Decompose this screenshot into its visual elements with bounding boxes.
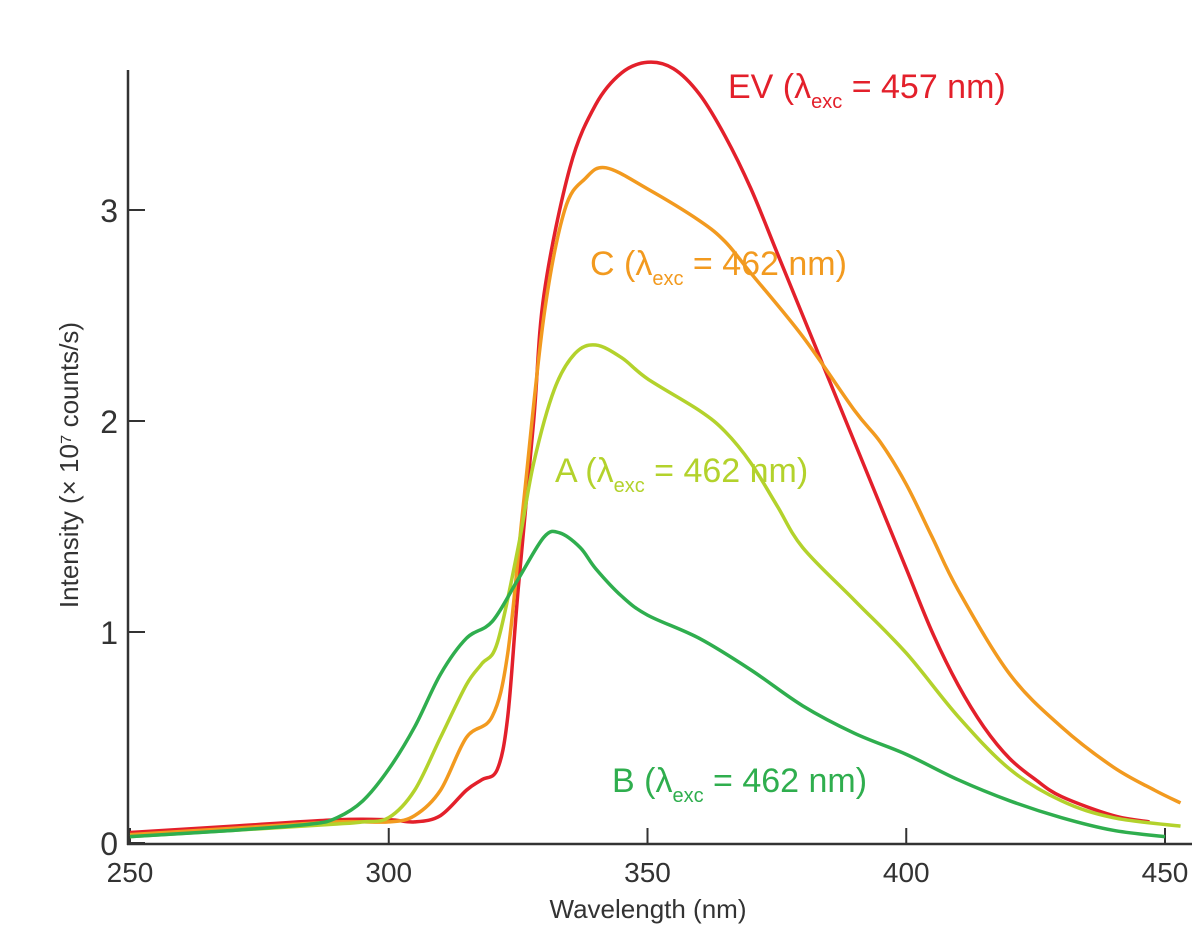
series-line-b [129, 529, 1166, 839]
x-tick-label: 250 [107, 857, 154, 888]
series-label-a: A (λexc = 462 nm) [555, 452, 808, 497]
y-tick-label: 3 [100, 193, 118, 229]
series-line-a [129, 343, 1181, 839]
series-label-ev: EV (λexc = 457 nm) [728, 68, 1006, 113]
series-label-c: C (λexc = 462 nm) [590, 245, 847, 290]
x-axis-label: Wavelength (nm) [550, 894, 747, 924]
y-tick-label: 1 [100, 615, 118, 651]
series-label-b: B (λexc = 462 nm) [612, 762, 867, 807]
y-axis-label: Intensity (× 10⁷ counts/s) [54, 322, 84, 608]
x-tick-label: 300 [365, 857, 412, 888]
y-tick-label: 2 [100, 404, 118, 440]
series-line-c [129, 165, 1182, 837]
x-tick-label: 450 [1142, 857, 1189, 888]
x-tick-label: 350 [624, 857, 671, 888]
y-tick-label: 0 [100, 826, 118, 862]
axes [126, 70, 1192, 846]
x-tick-label: 400 [883, 857, 930, 888]
series-line-ev [129, 60, 1150, 835]
